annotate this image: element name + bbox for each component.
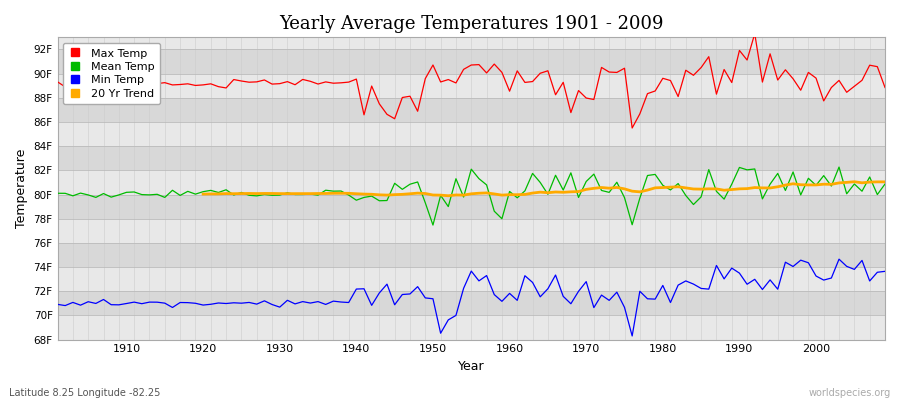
20 Yr Trend [879, 180, 890, 184]
Line: Mean Temp: Mean Temp [58, 167, 885, 225]
Y-axis label: Temperature: Temperature [15, 149, 28, 228]
Mean Temp [282, 190, 292, 195]
Mean Temp [604, 190, 615, 195]
Bar [58, 146, 885, 170]
Min Temp [504, 291, 515, 296]
Min Temp [879, 269, 890, 274]
Max Temp [750, 31, 760, 36]
Mean Temp [504, 189, 515, 194]
Mean Temp [328, 189, 338, 194]
Bar [58, 243, 885, 267]
Bar [58, 50, 885, 74]
Bar [58, 316, 885, 340]
Bar [58, 122, 885, 146]
Max Temp [626, 126, 637, 130]
Max Temp [879, 85, 890, 90]
20 Yr Trend [405, 191, 416, 196]
Min Temp [328, 299, 338, 304]
20 Yr Trend [849, 179, 859, 184]
Bar [58, 291, 885, 316]
Mean Temp [512, 195, 523, 200]
Max Temp [282, 79, 292, 84]
Bar [58, 74, 885, 98]
Min Temp [52, 302, 63, 307]
Bar [58, 267, 885, 291]
Max Temp [497, 70, 508, 75]
Min Temp [833, 257, 844, 262]
20 Yr Trend [290, 191, 301, 196]
Line: Min Temp: Min Temp [58, 259, 885, 336]
Mean Temp [428, 223, 438, 228]
Max Temp [52, 80, 63, 84]
Max Temp [504, 89, 515, 94]
Line: 20 Yr Trend: 20 Yr Trend [203, 182, 885, 196]
X-axis label: Year: Year [458, 360, 484, 373]
Mean Temp [833, 165, 844, 170]
Max Temp [596, 65, 607, 70]
Min Temp [626, 334, 637, 338]
Mean Temp [113, 192, 124, 197]
Text: Latitude 8.25 Longitude -82.25: Latitude 8.25 Longitude -82.25 [9, 388, 160, 398]
Max Temp [328, 81, 338, 86]
Min Temp [497, 299, 508, 304]
Max Temp [113, 83, 124, 88]
Mean Temp [879, 182, 890, 186]
Legend: Max Temp, Mean Temp, Min Temp, 20 Yr Trend: Max Temp, Mean Temp, Min Temp, 20 Yr Tre… [63, 43, 160, 104]
Bar [58, 98, 885, 122]
Bar [58, 194, 885, 219]
20 Yr Trend [788, 181, 798, 186]
Bar [58, 170, 885, 194]
Title: Yearly Average Temperatures 1901 - 2009: Yearly Average Temperatures 1901 - 2009 [279, 15, 663, 33]
20 Yr Trend [772, 184, 783, 189]
20 Yr Trend [198, 192, 209, 196]
Text: worldspecies.org: worldspecies.org [809, 388, 891, 398]
Min Temp [113, 302, 124, 307]
Min Temp [282, 298, 292, 303]
Min Temp [596, 293, 607, 298]
Bar [58, 219, 885, 243]
20 Yr Trend [864, 180, 875, 184]
20 Yr Trend [680, 186, 691, 190]
Mean Temp [52, 191, 63, 196]
Line: Max Temp: Max Temp [58, 34, 885, 128]
20 Yr Trend [443, 193, 454, 198]
